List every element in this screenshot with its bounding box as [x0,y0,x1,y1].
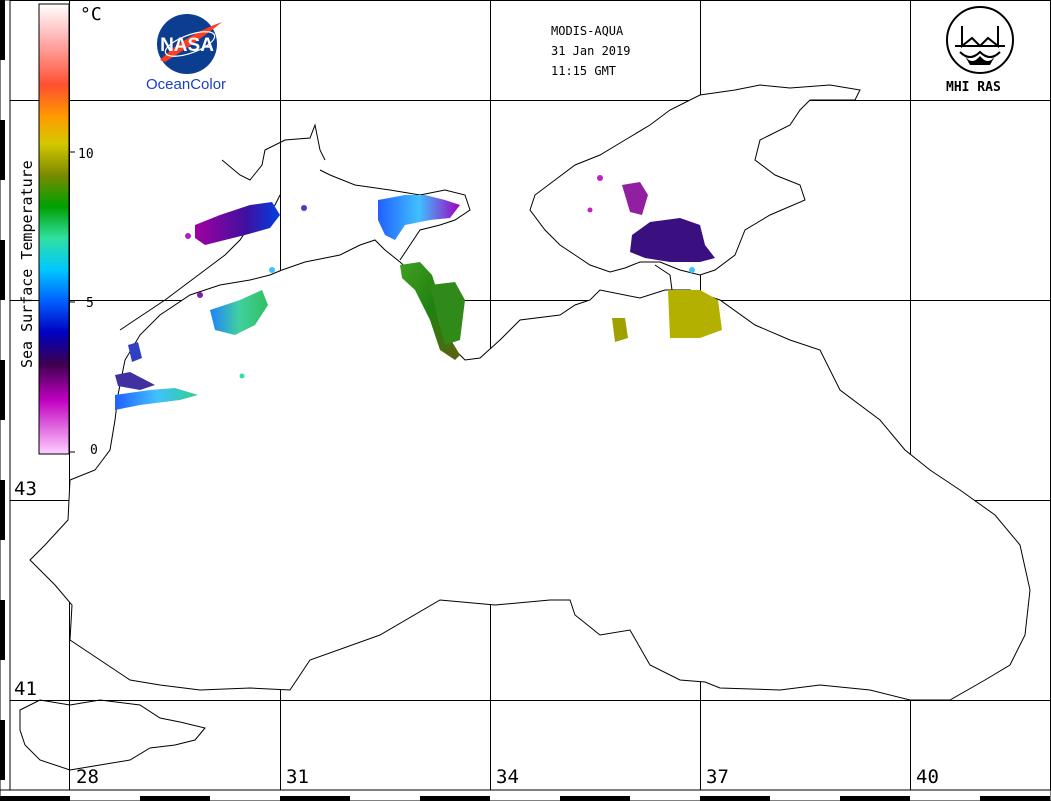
nasa-logo: NASA [157,14,222,74]
black-sea-coastline [29,239,1031,701]
bosporus-coast [19,699,206,771]
sst-patch-north-violet [195,202,280,245]
sst-dot-8 [197,292,203,298]
crimea-coastline [319,169,471,261]
latitude-label-41: 41 [14,678,37,700]
latitude-label-43: 43 [14,478,37,500]
longitude-label-34: 34 [496,766,519,788]
acquisition-time: 11:15 GMT [551,64,617,78]
mhi-ras-logo [946,6,1014,74]
sst-dot-5 [597,175,603,181]
azov-sea-coastline [529,84,861,276]
legend-colorbar [38,3,70,455]
legend-tick-label-0: 0 [90,443,98,458]
legend-tick-label-10: 10 [78,147,94,162]
nasa-logo-text: NASA [160,35,214,56]
left-scale-bar [0,0,11,791]
sst-dot-7 [185,233,191,239]
sst-dot-4 [689,267,695,273]
bottom-scale-bar [0,789,1051,801]
legend: Sea Surface Temperature °C 10 5 0 [18,3,102,458]
sst-patch-odesa-west [128,342,142,362]
sst-patch-karkinit [378,195,460,240]
legend-unit: °C [80,4,102,25]
sst-dot-6 [587,207,593,213]
longitude-label-40: 40 [916,766,939,788]
oceancolor-label: OceanColor [146,76,227,93]
sst-patch-danube [115,388,198,410]
sst-dot-1 [239,373,245,379]
mhi-ras-label: MHI RAS [946,80,1001,95]
legend-title: Sea Surface Temperature [18,160,36,368]
longitude-label-37: 37 [706,766,729,788]
sst-patch-kerch-small [612,318,628,342]
sst-dot-3 [301,205,307,211]
dnieper-coast [221,123,326,181]
longitude-label-31: 31 [286,766,309,788]
sst-patch-dnestr [210,290,268,335]
sst-patch-azov-top [622,182,648,215]
sst-patch-danube-top [115,372,155,390]
sst-dot-2 [269,267,275,273]
legend-tick-label-5: 5 [86,296,94,311]
sst-patch-azov-main [630,218,715,262]
sst-patch-kerch [668,290,722,338]
sst-patch-crimea-west-2 [430,282,465,345]
sst-patches [115,175,722,410]
sensor-name: MODIS-AQUA [551,24,624,38]
longitude-label-28: 28 [76,766,99,788]
acquisition-date: 31 Jan 2019 [551,44,631,58]
